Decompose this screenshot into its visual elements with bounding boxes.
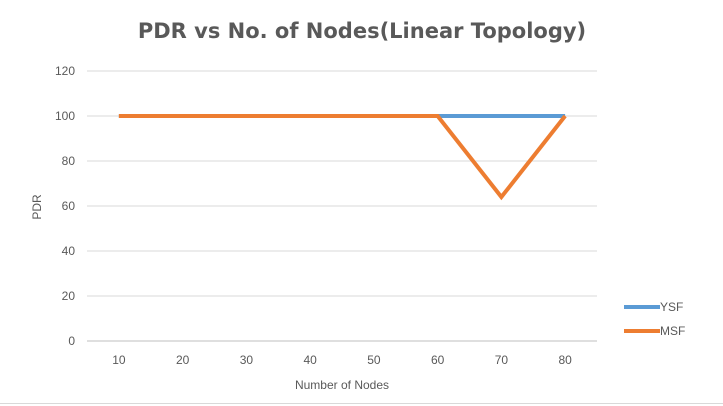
chart-title: PDR vs No. of Nodes(Linear Topology) (138, 19, 586, 43)
legend: YSF MSF (624, 300, 685, 338)
x-tick-label: 30 (240, 353, 254, 367)
y-tick-label: 20 (62, 289, 76, 303)
y-tick-label: 80 (62, 154, 76, 168)
x-axis-ticks: 10 20 30 40 50 60 70 80 (112, 353, 572, 367)
y-tick-label: 60 (62, 199, 76, 213)
y-axis-title: PDR (30, 194, 44, 220)
bottom-border (0, 403, 723, 404)
x-tick-label: 70 (495, 353, 509, 367)
x-tick-label: 40 (303, 353, 317, 367)
x-tick-label: 10 (112, 353, 126, 367)
legend-label-msf: MSF (660, 324, 685, 338)
x-tick-label: 80 (558, 353, 572, 367)
x-tick-label: 20 (176, 353, 190, 367)
series-lines (118, 114, 567, 201)
y-tick-label: 100 (55, 109, 75, 123)
y-tick-label: 40 (62, 244, 76, 258)
x-tick-label: 60 (431, 353, 445, 367)
legend-label-ysf: YSF (660, 300, 683, 314)
series-line-msf (118, 114, 567, 201)
x-axis-title: Number of Nodes (295, 378, 389, 392)
y-tick-label: 0 (68, 334, 75, 348)
y-axis-ticks: 0 20 40 60 80 100 120 (55, 64, 75, 348)
x-tick-label: 50 (367, 353, 381, 367)
gridlines (87, 70, 597, 342)
y-tick-label: 120 (55, 64, 75, 78)
